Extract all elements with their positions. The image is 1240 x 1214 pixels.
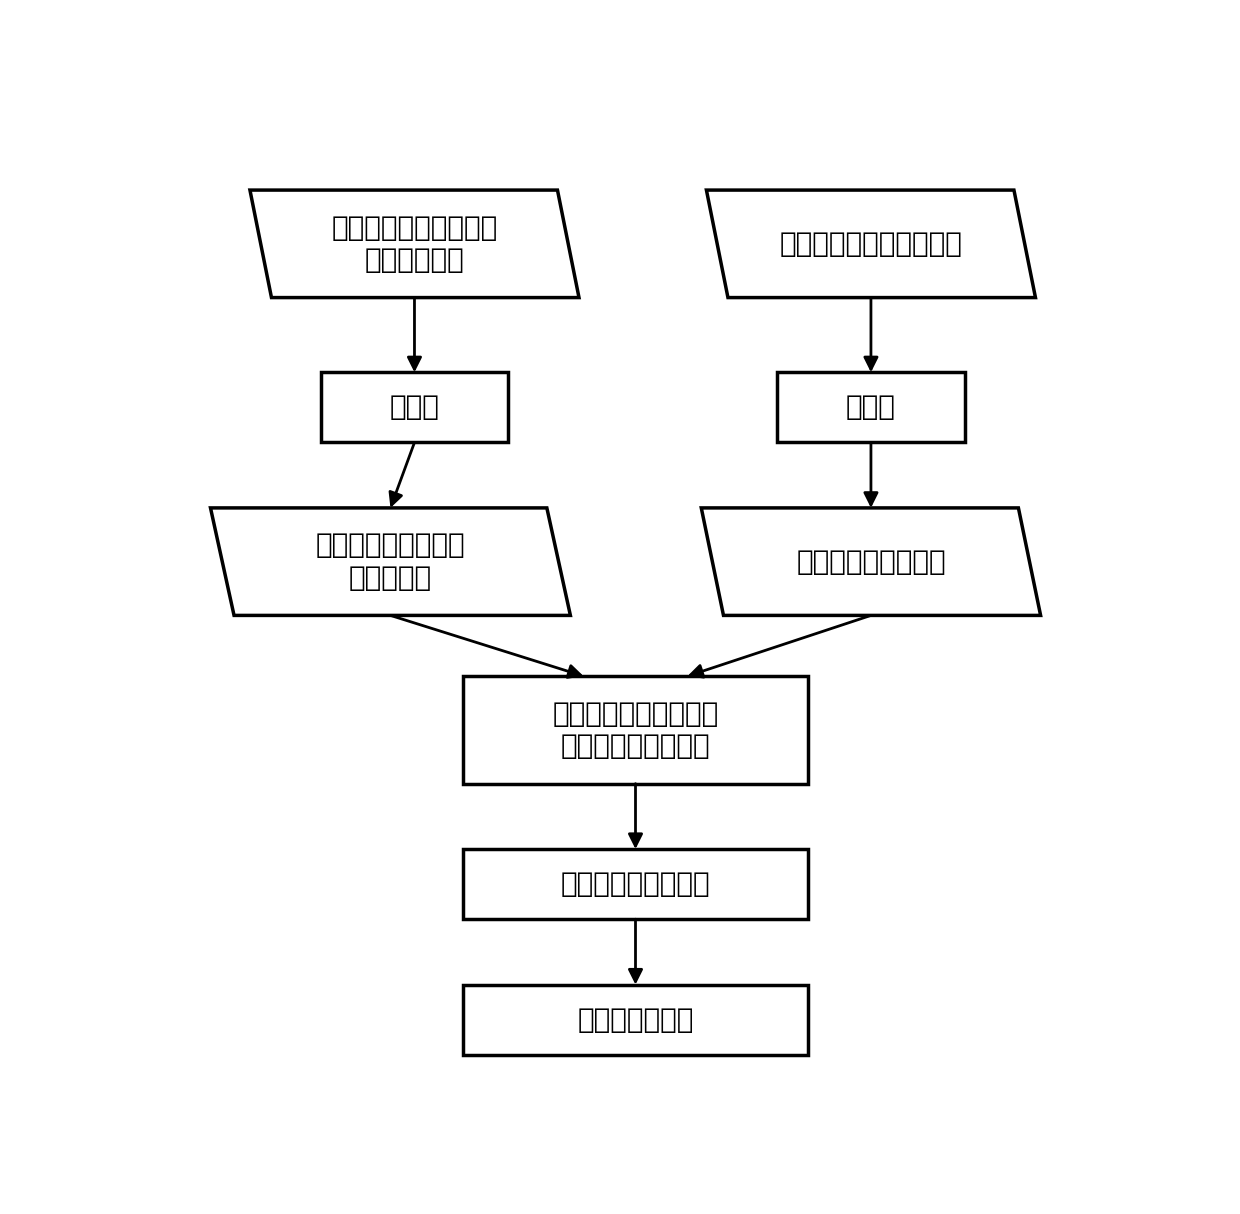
Bar (321, 373, 508, 442)
Text: 不同物候期植被指数与
叶面积指数定量关系: 不同物候期植被指数与 叶面积指数定量关系 (552, 699, 719, 760)
Bar (777, 373, 965, 442)
Bar (463, 849, 808, 919)
Bar (463, 676, 808, 784)
Text: 模型精度评价与分析: 模型精度评价与分析 (560, 870, 711, 898)
Text: 叶面积指数反演: 叶面积指数反演 (578, 1005, 693, 1033)
Bar (463, 985, 808, 1055)
Text: 不同物候期地面叶面积
指数测量数据: 不同物候期地面叶面积 指数测量数据 (331, 214, 497, 274)
Text: 不同物候期同期遥感数据: 不同物候期同期遥感数据 (780, 229, 962, 257)
Text: 预处理: 预处理 (389, 393, 439, 421)
Text: 预处理: 预处理 (846, 393, 895, 421)
Text: 不同物候期植被指数: 不同物候期植被指数 (796, 548, 946, 575)
Text: 不同物候期样点平均
叶面积指数: 不同物候期样点平均 叶面积指数 (316, 532, 465, 592)
